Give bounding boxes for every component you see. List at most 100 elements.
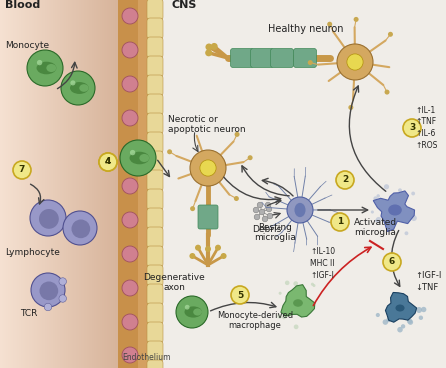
Circle shape (190, 206, 195, 211)
Circle shape (167, 149, 172, 154)
FancyBboxPatch shape (147, 265, 163, 286)
Circle shape (285, 280, 289, 285)
Ellipse shape (388, 205, 402, 216)
Bar (100, 0, 101, 368)
Bar (103, 0, 104, 368)
Circle shape (27, 50, 63, 86)
Bar (5, 0, 6, 368)
Bar (110, 0, 111, 368)
Circle shape (259, 209, 265, 215)
Text: 4: 4 (105, 158, 111, 166)
Circle shape (293, 281, 298, 286)
Circle shape (294, 325, 298, 329)
Text: Monocyte: Monocyte (5, 41, 49, 50)
FancyBboxPatch shape (147, 303, 163, 324)
Ellipse shape (396, 304, 405, 311)
Circle shape (411, 192, 415, 195)
Bar (39, 0, 40, 368)
Circle shape (327, 22, 332, 27)
Circle shape (231, 286, 249, 304)
Circle shape (122, 42, 138, 58)
Circle shape (37, 60, 42, 65)
FancyBboxPatch shape (147, 18, 163, 39)
Circle shape (195, 245, 201, 251)
Bar (53, 0, 54, 368)
FancyBboxPatch shape (147, 37, 163, 58)
FancyBboxPatch shape (147, 189, 163, 210)
FancyBboxPatch shape (147, 94, 163, 115)
Text: ↑IGF-I
↓TNF: ↑IGF-I ↓TNF (415, 271, 442, 292)
Text: Monocyte-derived
macrophage: Monocyte-derived macrophage (217, 311, 293, 330)
Bar (70, 0, 71, 368)
Bar (12, 0, 13, 368)
Bar (118, 0, 119, 368)
Bar (24, 0, 25, 368)
Bar (84, 0, 85, 368)
FancyBboxPatch shape (147, 170, 163, 191)
Circle shape (257, 202, 263, 208)
FancyBboxPatch shape (147, 75, 163, 96)
Bar (112, 0, 113, 368)
Circle shape (200, 160, 216, 176)
Text: Endothelium: Endothelium (122, 353, 170, 362)
Bar (26, 0, 27, 368)
Circle shape (30, 200, 66, 236)
Circle shape (405, 231, 409, 235)
Bar (106, 0, 107, 368)
Bar (10, 0, 11, 368)
Circle shape (44, 303, 52, 311)
FancyBboxPatch shape (147, 322, 163, 343)
Circle shape (122, 178, 138, 194)
Bar (14, 0, 15, 368)
Circle shape (122, 76, 138, 92)
Circle shape (63, 211, 97, 245)
Bar (31, 0, 32, 368)
Circle shape (277, 314, 282, 319)
FancyBboxPatch shape (198, 205, 218, 229)
Circle shape (190, 253, 195, 259)
FancyBboxPatch shape (293, 49, 317, 67)
Bar (40, 0, 41, 368)
Bar (60, 0, 61, 368)
Bar (23, 0, 24, 368)
Circle shape (388, 32, 393, 37)
FancyBboxPatch shape (251, 49, 273, 67)
Bar (16, 0, 17, 368)
Circle shape (336, 171, 354, 189)
Bar (75, 0, 76, 368)
Circle shape (383, 253, 401, 271)
Bar (54, 0, 55, 368)
Bar (68, 0, 69, 368)
Bar (102, 0, 103, 368)
Circle shape (403, 119, 421, 137)
Bar (116, 0, 117, 368)
Circle shape (59, 278, 66, 285)
Circle shape (416, 307, 422, 313)
Bar (35, 0, 36, 368)
FancyBboxPatch shape (231, 49, 253, 67)
Bar (52, 0, 53, 368)
Circle shape (31, 273, 65, 307)
Bar (58, 0, 59, 368)
Circle shape (373, 197, 378, 201)
Ellipse shape (37, 62, 56, 74)
Text: 7: 7 (19, 166, 25, 174)
Bar (94, 0, 95, 368)
Circle shape (235, 132, 240, 137)
Circle shape (354, 17, 359, 22)
Bar (50, 0, 51, 368)
Bar (1, 0, 2, 368)
Circle shape (205, 49, 212, 56)
Polygon shape (281, 285, 315, 317)
Bar (42, 0, 43, 368)
Bar (108, 0, 109, 368)
Ellipse shape (79, 84, 89, 92)
Polygon shape (373, 191, 414, 231)
Bar (22, 0, 23, 368)
Circle shape (419, 315, 423, 320)
Bar (20, 0, 21, 368)
Circle shape (337, 44, 373, 80)
FancyBboxPatch shape (147, 284, 163, 305)
Bar (88, 0, 89, 368)
Circle shape (185, 305, 190, 309)
